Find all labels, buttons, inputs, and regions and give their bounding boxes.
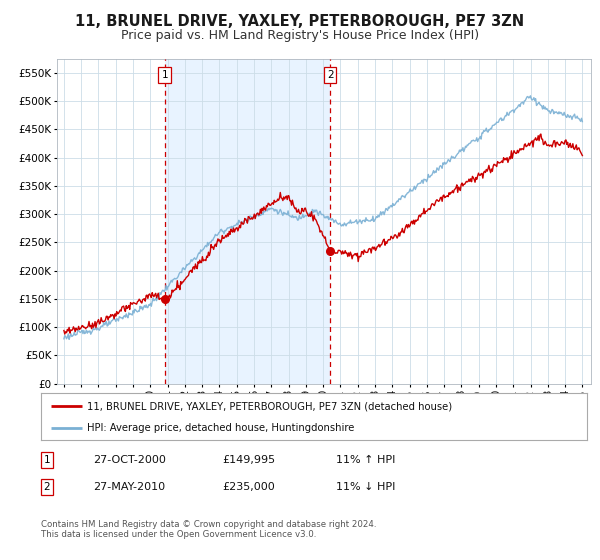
Text: Price paid vs. HM Land Registry's House Price Index (HPI): Price paid vs. HM Land Registry's House … (121, 29, 479, 42)
Text: 27-MAY-2010: 27-MAY-2010 (93, 482, 165, 492)
Text: £149,995: £149,995 (222, 455, 275, 465)
Text: £235,000: £235,000 (222, 482, 275, 492)
Text: 11, BRUNEL DRIVE, YAXLEY, PETERBOROUGH, PE7 3ZN: 11, BRUNEL DRIVE, YAXLEY, PETERBOROUGH, … (76, 14, 524, 29)
Text: 11, BRUNEL DRIVE, YAXLEY, PETERBOROUGH, PE7 3ZN (detached house): 11, BRUNEL DRIVE, YAXLEY, PETERBOROUGH, … (87, 401, 452, 411)
Text: 1: 1 (161, 70, 168, 80)
Text: 2: 2 (43, 482, 50, 492)
Text: 1: 1 (43, 455, 50, 465)
Bar (164, 59, 330, 384)
Text: 27-OCT-2000: 27-OCT-2000 (93, 455, 166, 465)
Text: 2: 2 (327, 70, 334, 80)
Text: This data is licensed under the Open Government Licence v3.0.: This data is licensed under the Open Gov… (41, 530, 316, 539)
Text: 11% ↑ HPI: 11% ↑ HPI (336, 455, 395, 465)
Text: Contains HM Land Registry data © Crown copyright and database right 2024.: Contains HM Land Registry data © Crown c… (41, 520, 376, 529)
Text: 11% ↓ HPI: 11% ↓ HPI (336, 482, 395, 492)
Text: HPI: Average price, detached house, Huntingdonshire: HPI: Average price, detached house, Hunt… (87, 423, 355, 433)
